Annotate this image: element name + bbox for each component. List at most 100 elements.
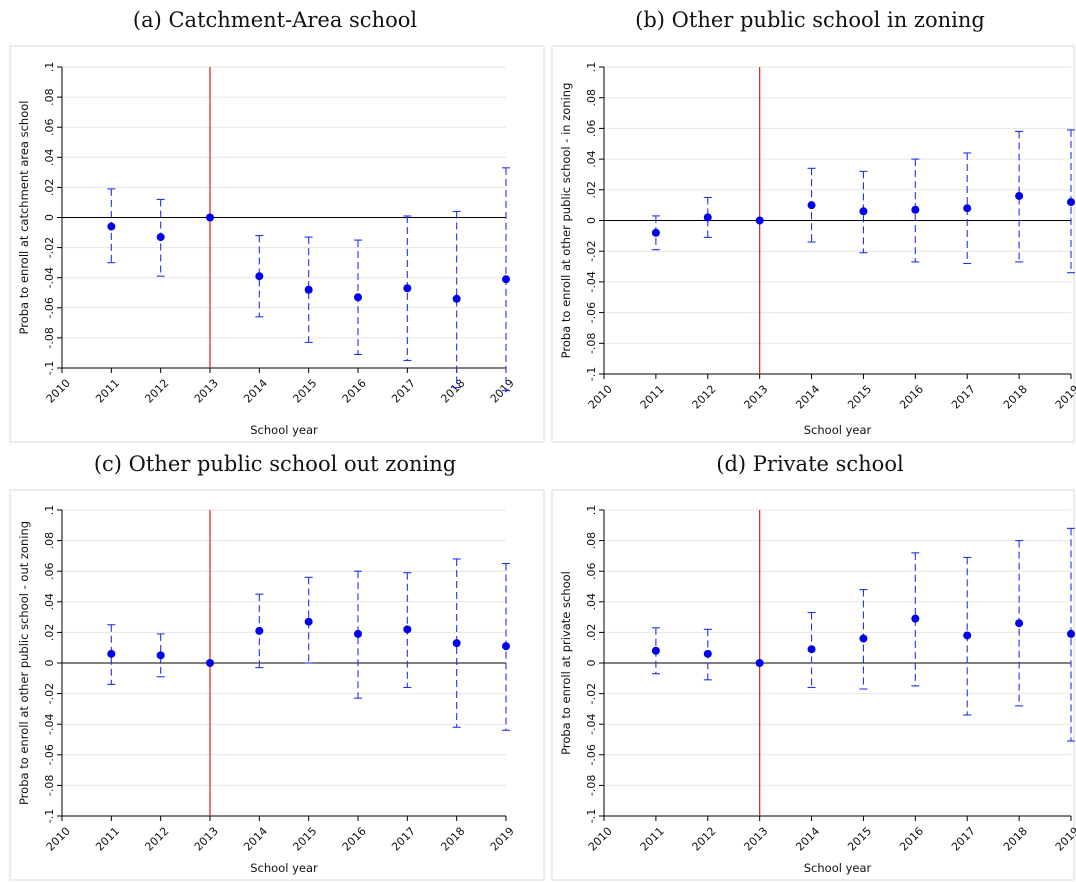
y-tick-label: -.04 — [43, 267, 56, 288]
y-tick-label: -.02 — [585, 240, 598, 261]
point-estimate — [206, 213, 214, 222]
y-tick-label: 0 — [585, 660, 598, 667]
point-estimate — [703, 213, 712, 222]
y-tick-label: .04 — [585, 593, 598, 611]
y-tick-label: -.06 — [43, 297, 56, 318]
y-axis-title: Proba to enroll at other public school -… — [17, 521, 31, 805]
y-tick-label: -.02 — [43, 237, 56, 258]
point-estimate — [107, 649, 116, 658]
y-tick-label: -.08 — [585, 333, 598, 354]
point-estimate — [755, 216, 764, 225]
x-axis-title: School year — [250, 423, 318, 437]
point-estimate — [1067, 629, 1075, 638]
y-tick-label: .1 — [585, 62, 598, 73]
y-tick-label: -.04 — [43, 713, 56, 734]
panel-title-a: (a) Catchment-Area school — [132, 8, 418, 32]
y-axis-title: Proba to enroll at private school — [559, 571, 573, 755]
y-tick-label: -.06 — [585, 302, 598, 323]
y-tick-label: .04 — [43, 593, 56, 611]
graph-frame — [9, 489, 545, 881]
y-tick-label: .1 — [43, 505, 56, 516]
y-tick-label: .1 — [43, 62, 56, 73]
y-tick-label: .08 — [585, 532, 598, 550]
y-tick-label: 0 — [43, 214, 56, 221]
y-tick-label: .02 — [585, 181, 598, 199]
point-estimate — [255, 272, 264, 281]
point-estimate — [963, 631, 972, 640]
point-estimate — [755, 659, 764, 667]
y-tick-label: .02 — [585, 624, 598, 642]
point-estimate — [807, 645, 816, 654]
point-estimate — [911, 614, 920, 623]
point-estimate — [452, 639, 461, 648]
point-estimate — [304, 285, 313, 294]
point-estimate — [911, 205, 920, 214]
y-tick-label: -.06 — [585, 744, 598, 765]
point-estimate — [807, 201, 816, 210]
point-estimate — [206, 659, 214, 667]
y-tick-label: 0 — [43, 660, 56, 667]
point-estimate — [502, 642, 510, 651]
x-axis-title: School year — [250, 861, 318, 875]
y-tick-label: -.08 — [585, 775, 598, 796]
y-tick-label: .1 — [585, 505, 598, 516]
y-tick-label: -.1 — [43, 361, 56, 375]
point-estimate — [703, 649, 712, 658]
point-estimate — [403, 625, 412, 634]
y-tick-label: -.1 — [43, 809, 56, 823]
y-tick-label: .04 — [43, 149, 56, 167]
point-estimate — [651, 228, 660, 237]
point-estimate — [651, 646, 660, 655]
y-tick-label: -.08 — [43, 327, 56, 348]
y-tick-label: -.02 — [43, 683, 56, 704]
point-estimate — [255, 626, 264, 635]
y-tick-label: .02 — [43, 179, 56, 197]
point-estimate — [1067, 198, 1075, 207]
y-tick-label: -.08 — [43, 775, 56, 796]
y-tick-label: -.04 — [585, 271, 598, 292]
y-tick-label: .06 — [585, 120, 598, 138]
y-tick-label: .08 — [43, 532, 56, 550]
point-estimate — [354, 629, 362, 638]
panel-title-c: (c) Other public school out zoning — [93, 452, 457, 476]
point-estimate — [1015, 191, 1024, 200]
y-axis-title: Proba to enroll at other public school -… — [559, 83, 573, 359]
panel-title-b: (b) Other public school in zoning — [635, 8, 985, 32]
x-axis-title: School year — [804, 423, 872, 437]
point-estimate — [1015, 619, 1024, 628]
y-tick-label: .02 — [43, 624, 56, 642]
y-tick-label: -.04 — [585, 713, 598, 734]
graph-frame — [551, 489, 1075, 881]
point-estimate — [304, 617, 313, 626]
y-tick-label: -.1 — [585, 367, 598, 381]
graph-frame — [551, 45, 1075, 443]
point-estimate — [107, 222, 116, 231]
y-tick-label: -.06 — [43, 744, 56, 765]
y-tick-label: .04 — [585, 150, 598, 168]
y-tick-label: -.1 — [585, 809, 598, 823]
y-tick-label: -.02 — [585, 683, 598, 704]
y-tick-label: .06 — [585, 562, 598, 580]
point-estimate — [354, 293, 362, 302]
point-estimate — [859, 207, 868, 216]
point-estimate — [452, 294, 461, 303]
y-tick-label: .08 — [585, 89, 598, 107]
point-estimate — [963, 204, 972, 213]
point-estimate — [156, 233, 165, 242]
point-estimate — [859, 634, 868, 643]
point-estimate — [502, 275, 510, 284]
point-estimate — [403, 284, 412, 293]
x-axis-title: School year — [804, 861, 872, 875]
y-tick-label: .08 — [43, 88, 56, 106]
point-estimate — [156, 651, 165, 660]
y-tick-label: 0 — [585, 217, 598, 224]
y-axis-title: Proba to enroll at catchment area school — [17, 101, 31, 335]
graph-frame — [9, 45, 545, 443]
y-tick-label: .06 — [43, 118, 56, 136]
panel-title-d: (d) Private school — [716, 452, 904, 476]
y-tick-label: .06 — [43, 562, 56, 580]
